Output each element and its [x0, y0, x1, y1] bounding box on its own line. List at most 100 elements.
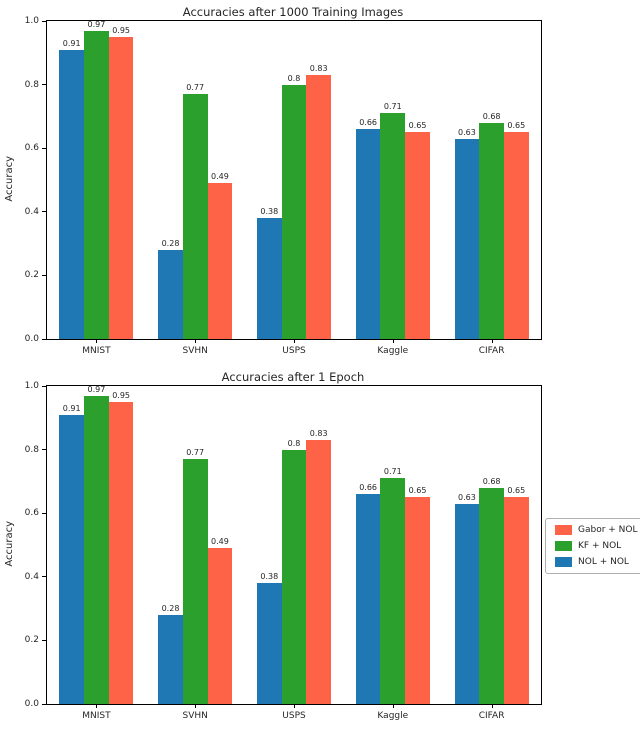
bar-value-label: 0.65	[408, 486, 427, 496]
bar	[256, 218, 282, 339]
y-tick-label: 0.6	[24, 508, 39, 519]
bar	[405, 497, 430, 704]
bar	[355, 494, 381, 704]
x-tick-mark	[96, 339, 98, 343]
y-tick-label: 0.6	[24, 143, 39, 154]
chart-title: Accuracies after 1000 Training Images	[182, 5, 404, 19]
bar-value-label: 0.77	[186, 448, 205, 458]
x-tick-mark	[195, 704, 197, 708]
y-tick-mark	[42, 703, 46, 705]
y-tick-mark	[42, 211, 46, 213]
bar	[182, 94, 208, 339]
bar	[207, 548, 233, 704]
legend-label: KF + NOL	[578, 541, 622, 551]
bar-value-label: 0.66	[359, 483, 377, 493]
bar-value-label: 0.97	[87, 384, 106, 394]
x-tick-label: SVHN	[182, 346, 208, 356]
x-tick-mark	[294, 704, 295, 708]
bar-value-label: 0.71	[383, 467, 402, 477]
bar	[479, 487, 504, 704]
bar	[454, 503, 480, 704]
y-tick-label: 0.4	[24, 571, 39, 582]
legend-item: NOL + NOL	[555, 557, 638, 567]
bar	[59, 49, 85, 339]
y-tick-mark	[42, 385, 46, 387]
legend-swatch	[555, 557, 572, 567]
chart-accuracies-1000-training-images: Accuracies after 1000 Training Images Ac…	[2, 5, 542, 356]
y-tick-mark	[42, 449, 46, 451]
bar	[256, 583, 282, 704]
bar	[108, 36, 134, 339]
bar-value-label: 0.68	[482, 476, 501, 486]
bar	[182, 459, 208, 704]
chart-accuracies-1-epoch: Accuracies after 1 Epoch Accuracy 0.0 0.2…	[0, 365, 640, 730]
plot-area: 0.0 0.2 0.4 0.6 0.8 1.0 MNIST SVHN USPS Kaggle CIF…	[25, 16, 542, 356]
bar	[306, 75, 332, 339]
y-tick-label: 0.4	[24, 206, 39, 217]
y-tick-mark	[42, 20, 46, 22]
bar	[158, 249, 183, 339]
y-tick-label: 0.2	[24, 270, 39, 281]
y-axis-label: Accuracy	[3, 521, 15, 567]
x-tick-label: Kaggle	[377, 711, 409, 721]
bar-value-label: 0.28	[161, 238, 180, 248]
bar	[355, 129, 381, 339]
bar-value-label: 0.95	[112, 390, 130, 400]
bar	[281, 84, 307, 339]
bar-value-label: 0.28	[161, 603, 180, 613]
y-tick-mark	[42, 338, 46, 340]
bar	[281, 449, 307, 704]
bar-value-label: 0.83	[309, 64, 328, 74]
x-tick-label: Kaggle	[377, 346, 409, 356]
bar-value-label: 0.49	[210, 172, 229, 182]
bar-value-label: 0.65	[408, 121, 427, 131]
x-tick-label: MNIST	[82, 711, 111, 721]
bar-value-label: 0.63	[457, 492, 476, 502]
bar-value-label: 0.63	[457, 127, 476, 137]
x-tick-label: MNIST	[82, 346, 111, 356]
y-tick-label: 0.8	[24, 444, 39, 455]
bar	[59, 414, 85, 704]
legend-label: Gabor + NOL	[578, 525, 638, 535]
bar-value-label: 0.95	[112, 25, 130, 35]
x-tick-mark	[195, 339, 197, 343]
bar	[405, 132, 430, 339]
y-tick-mark	[42, 576, 46, 578]
bar-value-label: 0.38	[260, 572, 279, 582]
legend-item: Gabor + NOL	[555, 525, 638, 535]
bar-value-label: 0.49	[210, 537, 229, 547]
x-tick-label: CIFAR	[478, 711, 505, 721]
bar	[108, 401, 134, 704]
legend-swatch	[555, 525, 572, 535]
y-axis-label-wrap: Accuracy	[2, 20, 16, 338]
legend-item: KF + NOL	[555, 541, 638, 551]
bar-value-label: 0.8	[287, 438, 301, 448]
bar-value-label: 0.68	[482, 111, 501, 121]
bar-value-label: 0.77	[186, 83, 205, 93]
x-tick-label: SVHN	[182, 711, 208, 721]
y-tick-mark	[42, 274, 46, 276]
x-tick-label: USPS	[282, 711, 306, 721]
y-axis-label-wrap: Accuracy	[2, 385, 16, 703]
y-tick-label: 0.8	[24, 79, 39, 90]
bar-value-label: 0.91	[62, 38, 81, 48]
bar-value-label: 0.91	[62, 403, 81, 413]
x-tick-label: USPS	[282, 346, 306, 356]
bar	[84, 30, 109, 339]
bar-value-label: 0.71	[383, 102, 402, 112]
bar	[380, 478, 406, 704]
bar	[503, 497, 529, 704]
legend-label: NOL + NOL	[578, 557, 629, 567]
bar	[380, 113, 406, 339]
bar	[454, 138, 480, 339]
x-tick-label: CIFAR	[478, 346, 505, 356]
y-tick-label: 0.0	[24, 699, 39, 709]
y-axis-label: Accuracy	[3, 156, 15, 202]
y-tick-mark	[42, 512, 46, 514]
legend: Gabor + NOL KF + NOL NOL + NOL	[545, 518, 640, 574]
bar-value-label: 0.66	[359, 118, 377, 128]
y-tick-label: 0.0	[24, 334, 39, 344]
plot-area: 0.0 0.2 0.4 0.6 0.8 1.0 MNIST SVHN USPS Kaggle CIF…	[25, 381, 542, 721]
bar-value-label: 0.38	[260, 207, 279, 217]
chart-title: Accuracies after 1 Epoch	[221, 370, 365, 384]
